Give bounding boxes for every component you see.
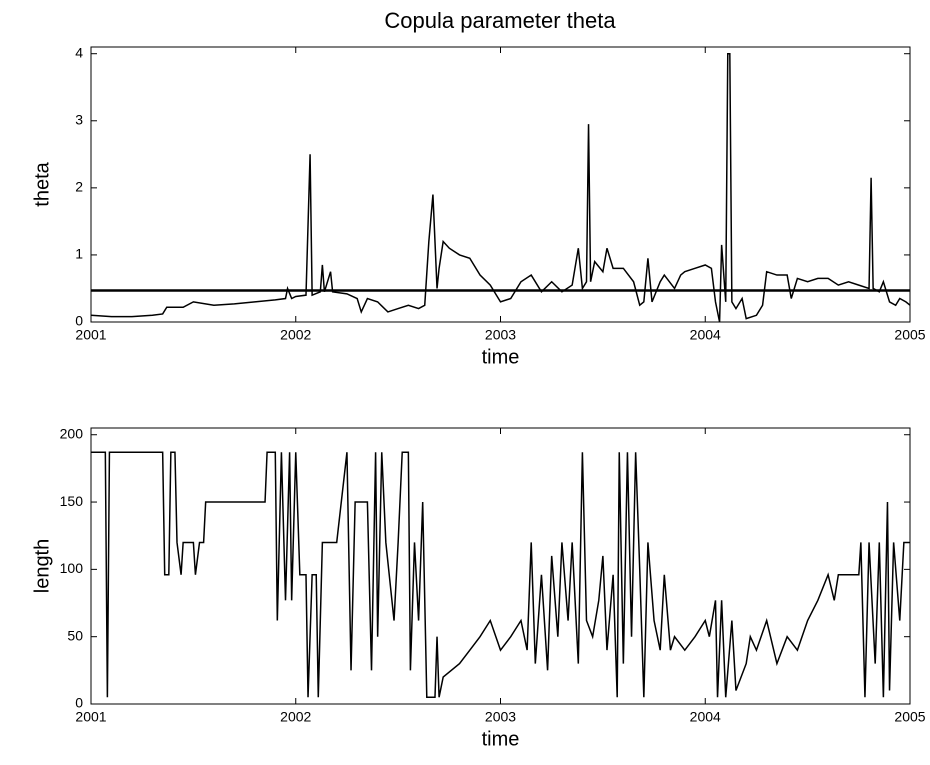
x-tick-label: 2003 <box>485 709 516 725</box>
y-tick-label: 200 <box>60 425 84 441</box>
x-tick-label: 2004 <box>690 327 721 343</box>
x-tick-label: 2003 <box>485 327 516 343</box>
y-tick-label: 100 <box>60 560 84 576</box>
data-line <box>90 52 911 323</box>
y-axis-label: theta <box>31 161 53 206</box>
x-tick-label: 2005 <box>894 327 925 343</box>
y-tick-label: 50 <box>67 627 83 643</box>
x-tick-label: 2001 <box>75 327 106 343</box>
y-tick-label: 1 <box>75 246 83 262</box>
y-axis-label: length <box>31 539 53 594</box>
x-axis-label: time <box>482 346 520 368</box>
axes-frame <box>90 427 911 705</box>
axes-frame <box>90 46 911 323</box>
data-line <box>91 451 910 699</box>
y-tick-label: 0 <box>75 313 83 329</box>
x-tick-label: 2002 <box>280 709 311 725</box>
x-tick-label: 2004 <box>690 709 721 725</box>
y-tick-label: 0 <box>75 695 83 711</box>
y-tick-label: 150 <box>60 493 84 509</box>
y-tick-label: 2 <box>75 179 83 195</box>
y-tick-label: 4 <box>75 44 83 60</box>
x-tick-label: 2002 <box>280 327 311 343</box>
y-tick-label: 3 <box>75 111 83 127</box>
x-axis-label: time <box>482 728 520 750</box>
x-tick-label: 2001 <box>75 709 106 725</box>
chart-title: Copula parameter theta <box>384 8 616 33</box>
x-tick-label: 2005 <box>894 709 925 725</box>
